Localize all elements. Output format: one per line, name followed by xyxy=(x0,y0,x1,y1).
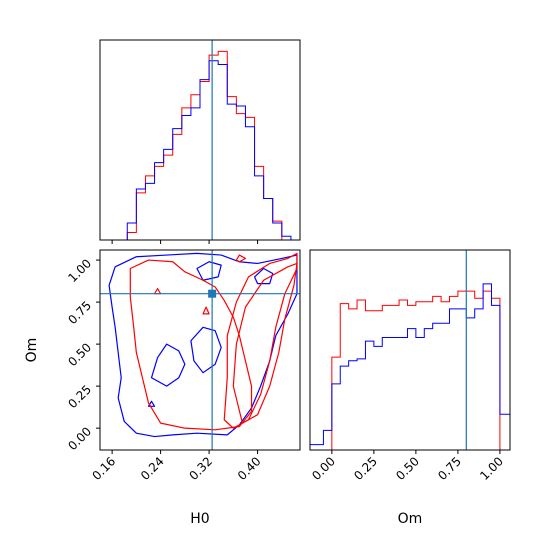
blue-contour-3 xyxy=(196,261,222,281)
blue-contour-1 xyxy=(150,343,186,387)
h0-marginal-panel xyxy=(99,39,301,244)
red-contour-5 xyxy=(202,306,210,315)
contour-frame xyxy=(99,249,301,451)
blue-contour-4 xyxy=(253,267,274,285)
om-axis-label: Om xyxy=(398,511,423,527)
x-axis-label: H0 xyxy=(190,511,209,527)
blue-contour-2 xyxy=(190,326,222,374)
blue-contour-0 xyxy=(108,252,298,438)
om-marginal-frame xyxy=(309,249,511,451)
h0-histogram-blue xyxy=(100,60,300,240)
truth-marker xyxy=(208,289,217,298)
red-contour-3 xyxy=(235,254,247,263)
red-contour-0 xyxy=(129,259,253,431)
red-contour-2 xyxy=(232,262,298,424)
contour-group xyxy=(108,252,298,438)
h0-histogram-group xyxy=(100,50,300,240)
om-histogram-group xyxy=(310,283,510,450)
h0-marginal-frame xyxy=(99,39,301,241)
blue-contour-5 xyxy=(147,400,156,407)
om-histogram-red xyxy=(310,290,510,450)
y-axis-label: Om xyxy=(24,338,40,363)
om-histogram-blue xyxy=(310,283,510,450)
red-contour-1 xyxy=(223,252,298,429)
